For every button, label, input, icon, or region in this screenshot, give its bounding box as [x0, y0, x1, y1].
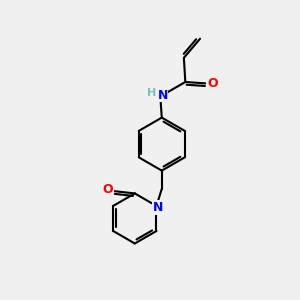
Text: H: H — [147, 88, 157, 98]
Text: O: O — [207, 77, 218, 90]
Text: N: N — [158, 89, 168, 102]
Text: N: N — [153, 201, 163, 214]
Text: O: O — [102, 183, 113, 196]
